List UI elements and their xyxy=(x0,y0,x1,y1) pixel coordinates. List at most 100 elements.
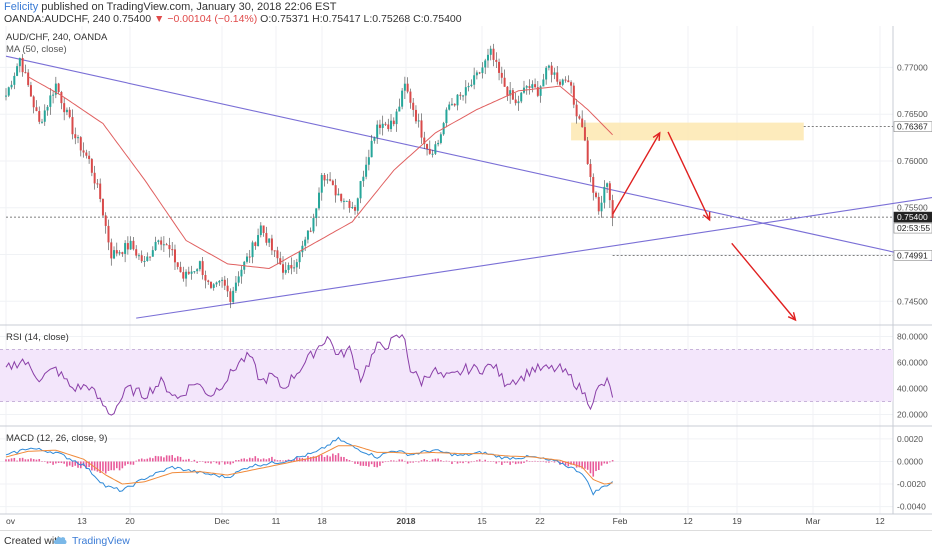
candle-body xyxy=(18,57,21,67)
macd-histogram-bar xyxy=(401,459,403,462)
macd-histogram-bar xyxy=(118,461,121,471)
candle-body xyxy=(475,72,478,76)
candle-body xyxy=(334,185,337,196)
price-pane[interactable] xyxy=(5,43,932,322)
price-label-text: 0.74991 xyxy=(897,250,928,260)
macd-histogram-bar xyxy=(104,461,107,474)
candle-body xyxy=(373,137,376,141)
macd-histogram-bar xyxy=(41,461,43,462)
trendline xyxy=(136,197,932,319)
candle-body xyxy=(492,48,495,60)
macd-histogram-bar xyxy=(348,460,351,462)
macd-histogram-bar xyxy=(456,461,459,464)
tradingview-brand-link[interactable]: TradingView xyxy=(72,535,130,547)
candle-body xyxy=(46,106,49,111)
candle-body xyxy=(129,240,132,250)
macd-histogram-bar xyxy=(351,461,354,462)
candle-body xyxy=(403,83,406,91)
candle-body xyxy=(417,120,420,122)
ohlc-values: O:0.75371 H:0.75417 L:0.75268 C:0.75400 xyxy=(260,13,462,25)
candle-body xyxy=(337,193,340,196)
macd-histogram-bar xyxy=(429,460,431,462)
trendlines[interactable] xyxy=(5,55,932,319)
candle-body xyxy=(306,230,309,240)
candle-body xyxy=(503,77,506,87)
candle-body xyxy=(21,57,24,73)
rsi-pane[interactable] xyxy=(0,333,893,416)
candle-body xyxy=(362,176,365,182)
candle-body xyxy=(381,123,384,128)
macd-histogram-bar xyxy=(24,459,27,462)
macd-histogram-bar xyxy=(262,458,265,462)
macd-histogram-bar xyxy=(484,459,487,462)
macd-histogram-bar xyxy=(68,461,71,466)
macd-histogram-bar xyxy=(318,455,320,462)
candle-body xyxy=(517,101,520,104)
candle-body xyxy=(520,92,523,102)
macd-histogram-bar xyxy=(379,461,381,466)
macd-histogram-bar xyxy=(495,461,498,464)
macd-histogram-bar xyxy=(21,457,24,462)
author-link[interactable]: Felicity xyxy=(4,1,39,13)
candle-body xyxy=(137,255,140,257)
macd-histogram-bar xyxy=(573,461,575,465)
macd-histogram-bar xyxy=(160,456,162,462)
macd-histogram-bar xyxy=(5,459,7,462)
candle-body xyxy=(35,107,38,112)
candle-body xyxy=(514,99,517,104)
candle-body xyxy=(370,140,373,158)
candle-body xyxy=(539,86,542,96)
macd-histogram-bar xyxy=(185,459,187,462)
price-tick-label: 0.75500 xyxy=(897,203,928,213)
candle-body xyxy=(223,279,226,286)
macd-histogram-bar xyxy=(561,461,564,464)
macd-histogram-bar xyxy=(193,459,196,462)
candle-body xyxy=(126,243,129,250)
macd-histogram-bar xyxy=(16,460,18,462)
macd-histogram-bar xyxy=(506,461,509,463)
down-arrow-icon: ▼ xyxy=(154,13,165,25)
candle-body xyxy=(304,239,307,246)
macd-histogram-bar xyxy=(55,461,57,464)
macd-histogram-bar xyxy=(176,456,179,462)
macd-histogram-bar xyxy=(537,461,539,462)
macd-pane[interactable] xyxy=(5,436,614,496)
macd-histogram-bar xyxy=(260,459,262,462)
macd-histogram-bar xyxy=(7,459,10,462)
macd-histogram-bar xyxy=(395,460,398,462)
macd-histogram-bar xyxy=(224,461,226,465)
candle-body xyxy=(445,109,448,124)
macd-histogram-bar xyxy=(38,459,41,462)
pane-labels: AUD/CHF, 240, OANDA MA (50, close) RSI (… xyxy=(6,32,108,444)
macd-histogram-bar xyxy=(503,461,506,463)
time-tick-label: Feb xyxy=(613,516,628,526)
chart-canvas[interactable]: 0.745000.750000.755000.760000.765000.770… xyxy=(0,26,932,530)
macd-histogram-bar xyxy=(251,458,254,462)
candle-body xyxy=(115,250,118,254)
macd-histogram-bar xyxy=(88,461,90,468)
macd-histogram-bar xyxy=(329,456,331,462)
macd-histogram-bar xyxy=(409,461,412,463)
time-tick-label: 12 xyxy=(875,516,885,526)
macd-histogram-bar xyxy=(509,461,511,465)
rsi-tick-label: 60.0000 xyxy=(897,358,928,368)
candle-body xyxy=(553,72,556,75)
macd-histogram-bar xyxy=(116,461,118,469)
candle-body xyxy=(146,256,149,261)
candle-body xyxy=(428,148,431,154)
macd-histogram-bar xyxy=(332,453,334,462)
candle-body xyxy=(326,179,329,181)
footer-bar: Created with TradingView xyxy=(0,530,932,551)
candle-body xyxy=(420,120,423,138)
macd-histogram-bar xyxy=(46,461,49,464)
macd-histogram-bar xyxy=(27,459,29,462)
macd-histogram-bar xyxy=(404,460,406,462)
candle-body xyxy=(201,261,204,276)
candle-body xyxy=(470,84,473,87)
candle-body xyxy=(365,164,368,177)
candle-body xyxy=(395,111,398,125)
macd-histogram-bar xyxy=(212,461,215,463)
macd-histogram-bar xyxy=(415,461,417,462)
candle-body xyxy=(581,118,584,128)
macd-histogram-bar xyxy=(229,461,232,465)
